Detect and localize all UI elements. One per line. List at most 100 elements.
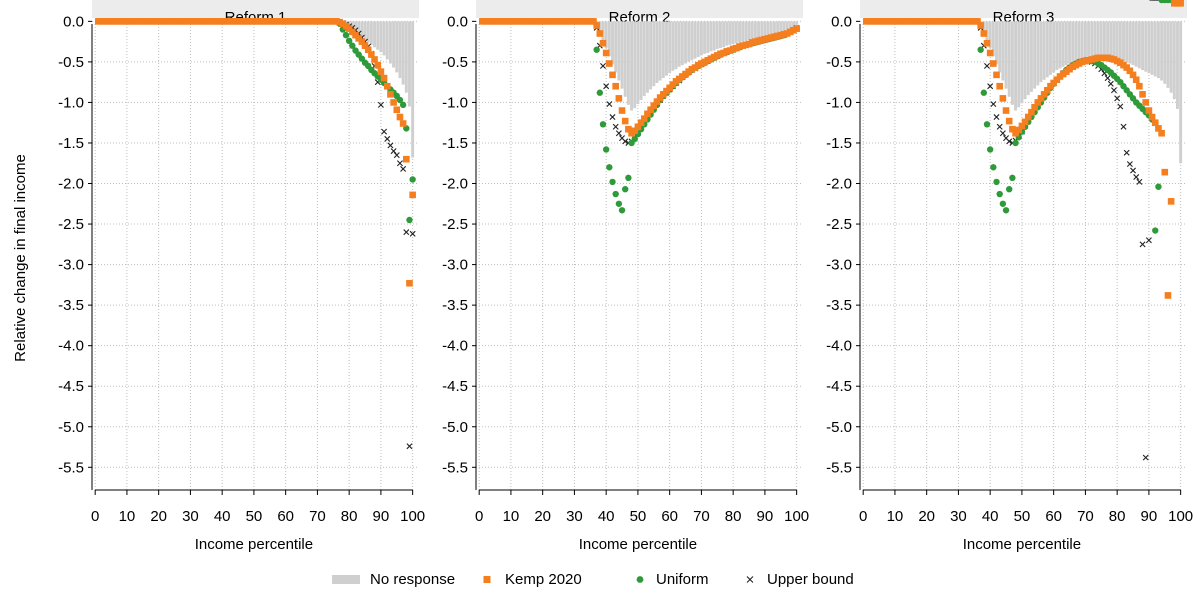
kemp-point: [380, 74, 388, 82]
uniform-point: [396, 96, 404, 104]
kemp-point: [1177, 0, 1184, 7]
no-response-bar: [788, 21, 792, 30]
kemp-point: [606, 60, 613, 67]
upper-bound-point: [381, 128, 388, 135]
no-response-bar: [604, 21, 608, 49]
kemp-point: [980, 30, 988, 37]
series-uniform: [479, 18, 800, 214]
no-response-bar: [687, 21, 691, 62]
no-response-bar: [388, 21, 392, 64]
no-response-bar: [782, 21, 786, 32]
no-response-bar: [1169, 21, 1173, 93]
uniform-point: [990, 164, 997, 171]
no-response-bar: [642, 21, 646, 96]
legend-item-kemp: Kemp 2020: [483, 571, 582, 588]
no-response-bar: [1077, 21, 1081, 61]
kemp-point: [644, 110, 651, 118]
no-response-bar: [652, 21, 656, 87]
kemp-point: [977, 22, 984, 29]
upper-bound-point: [615, 130, 622, 137]
kemp-point: [647, 106, 654, 114]
upper-bound-point: [377, 101, 384, 108]
no-response-bar: [1099, 21, 1103, 58]
no-response-bar: [988, 21, 992, 49]
gridlines: [476, 20, 803, 490]
x-tick-label: 40: [214, 508, 231, 525]
x-tick-label: 90: [373, 508, 390, 525]
no-response-bar: [763, 21, 767, 36]
no-response-bar: [665, 21, 668, 76]
kemp-point: [399, 120, 407, 127]
no-response-bar: [674, 21, 678, 70]
legend-swatch: [636, 576, 644, 583]
series-kemp-2020: [95, 18, 416, 287]
y-tick-label: -3.0: [826, 257, 852, 274]
no-response-bar: [1004, 21, 1008, 89]
no-response-bar: [617, 21, 621, 81]
kemp-point: [590, 18, 597, 25]
no-response-bar: [741, 21, 745, 42]
kemp-point: [1164, 292, 1172, 299]
kemp-point: [1040, 91, 1048, 98]
no-response-bar: [376, 21, 380, 50]
no-response-bar: [671, 21, 675, 71]
no-response-bar: [703, 21, 707, 54]
no-response-bar: [1010, 21, 1014, 105]
kemp-point: [625, 125, 632, 133]
kemp-point: [612, 82, 619, 90]
no-response-bar: [696, 21, 700, 58]
no-response-bar: [712, 21, 716, 51]
no-response-bar: [1179, 21, 1183, 164]
y-tick-label: -2.5: [826, 216, 852, 233]
y-tick-label: -5.5: [58, 459, 84, 476]
x-axis-title: Income percentile: [963, 536, 1081, 553]
y-tick-label: -4.0: [442, 338, 468, 355]
upper-bound-point: [1114, 95, 1121, 102]
panel-3: Reform 30.0-0.5-1.0-1.5-2.0-2.5-3.0-3.5-…: [826, 0, 1193, 553]
no-response-bar: [1007, 21, 1011, 97]
kemp-point: [1009, 125, 1016, 133]
no-response-bar: [385, 21, 389, 60]
no-response-bar: [1115, 21, 1119, 60]
y-tick-label: -4.5: [442, 378, 468, 395]
kemp-point: [974, 18, 981, 25]
upper-bound-point: [606, 101, 613, 108]
uniform-point: [342, 31, 350, 39]
no-response-bar: [1033, 21, 1037, 89]
no-response-bar: [1042, 21, 1046, 80]
no-response-bar: [1020, 21, 1024, 104]
no-response-bar: [1017, 21, 1021, 108]
kemp-point: [406, 279, 413, 287]
upper-bound-point: [1006, 138, 1013, 145]
kemp-point: [990, 60, 997, 67]
y-tick-label: -1.5: [58, 135, 84, 152]
upper-bound-point: [403, 229, 410, 236]
no-response-bar: [718, 21, 722, 49]
gridlines: [92, 20, 419, 490]
kemp-point: [1018, 122, 1026, 130]
no-response-bar: [1039, 21, 1043, 83]
uniform-point: [602, 146, 610, 153]
legend-item-no-response: No response: [332, 571, 455, 588]
no-response-bar: [401, 21, 405, 85]
no-response-bar: [630, 21, 634, 111]
upper-bound-point: [400, 165, 407, 172]
no-response-bar: [392, 21, 396, 68]
uniform-point: [996, 190, 1003, 198]
uniform-point: [1012, 139, 1019, 147]
kemp-point: [602, 49, 610, 57]
kemp-point: [599, 39, 607, 47]
uniform-point: [409, 176, 416, 183]
x-axis-title: Income percentile: [579, 536, 697, 553]
upper-bound-point: [996, 123, 1003, 130]
no-response-bar: [1045, 21, 1049, 78]
kemp-point: [1132, 76, 1140, 84]
kemp-point: [1002, 107, 1010, 114]
kemp-point: [371, 56, 378, 63]
no-response-bar: [1087, 21, 1091, 58]
no-response-bar: [744, 21, 748, 41]
kemp-point: [390, 99, 397, 106]
no-response-bar: [1074, 21, 1078, 62]
no-response-bar: [1001, 21, 1005, 81]
y-tick-label: -3.5: [826, 297, 852, 314]
